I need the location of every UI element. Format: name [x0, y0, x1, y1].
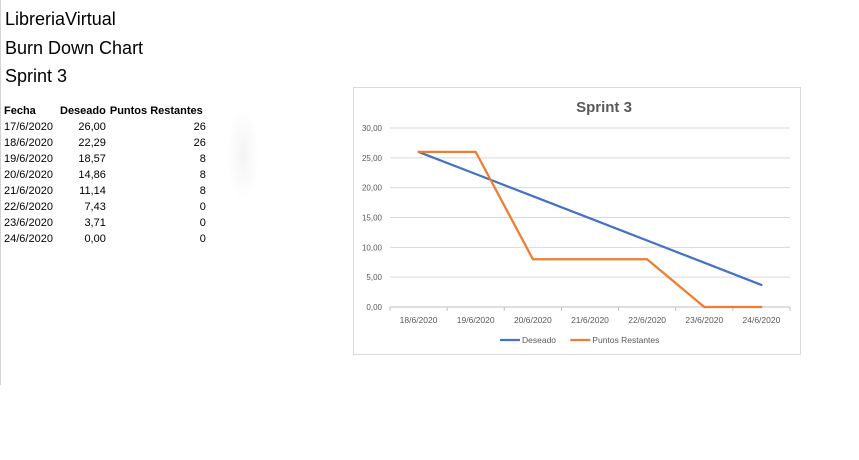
series-1-point	[703, 261, 706, 264]
y-tick-label: 5,00	[366, 273, 382, 282]
series-2-point	[474, 151, 477, 153]
series-2-point	[589, 258, 591, 261]
series-2-point	[417, 151, 420, 153]
cell-restantes[interactable]: 26	[193, 137, 206, 149]
x-tick-label: 24/6/2020	[743, 315, 781, 325]
series-1-point	[646, 239, 648, 242]
series-2-point	[646, 258, 648, 261]
cell-deseado[interactable]: 7,43	[84, 201, 106, 213]
series-2-point	[532, 258, 534, 261]
table-row: 19/6/2020 18,57 8	[2, 151, 208, 167]
y-tick-label: 30,00	[362, 124, 383, 133]
x-tick-label: 22/6/2020	[628, 315, 666, 325]
cell-restantes[interactable]: 8	[199, 185, 206, 197]
cell-fecha[interactable]: 22/6/2020	[4, 201, 53, 213]
y-tick-label: 10,00	[362, 243, 383, 252]
burndown-table: Fecha Deseado Puntos Restantes 17/6/2020…	[2, 103, 208, 247]
cell-restantes[interactable]: 8	[199, 169, 206, 181]
series-1-point	[760, 284, 763, 286]
burndown-chart[interactable]: Sprint 3 0,00 5,00 10,00 15,00 20,00 25,00 30,0…	[353, 87, 801, 355]
sheet-edge-line	[0, 0, 1, 385]
cell-restantes[interactable]: 0	[199, 217, 206, 229]
table-row: 21/6/2020 11,14 8	[2, 183, 208, 199]
y-tick-label: 15,00	[362, 214, 383, 223]
x-tick-label: 23/6/2020	[685, 315, 723, 325]
cell-restantes[interactable]: 8	[199, 153, 206, 165]
cell-deseado[interactable]: 14,86	[78, 169, 106, 181]
table-row: 22/6/2020 7,43 0	[2, 199, 208, 215]
cell-deseado[interactable]: 0,00	[84, 233, 106, 245]
cell-restantes[interactable]: 0	[199, 201, 206, 213]
cell-deseado[interactable]: 26,00	[78, 121, 106, 133]
table-header-row: Fecha Deseado Puntos Restantes	[2, 103, 208, 119]
faint-shadow-artifact	[228, 110, 258, 200]
legend-label-1: Deseado	[522, 335, 556, 345]
legend-label-2: Puntos Restantes	[592, 335, 659, 345]
series-1-point	[474, 173, 477, 175]
series-2-point	[760, 306, 763, 308]
x-tick-label: 18/6/2020	[400, 315, 438, 325]
cell-fecha[interactable]: 19/6/2020	[4, 153, 53, 165]
table-row: 23/6/2020 3,71 0	[2, 215, 208, 231]
cell-fecha[interactable]: 17/6/2020	[4, 121, 53, 133]
x-tick-label: 21/6/2020	[571, 315, 609, 325]
sprint-label: Sprint 3	[5, 66, 68, 86]
table-row: 20/6/2020 14,86 8	[2, 167, 208, 183]
x-tick-label: 20/6/2020	[514, 315, 552, 325]
doc-title: Burn Down Chart	[5, 37, 144, 58]
y-tick-label: 20,00	[362, 184, 383, 193]
y-tick-label: 0,00	[366, 303, 382, 312]
table-row: 24/6/2020 0,00 0	[2, 231, 208, 247]
cell-fecha[interactable]: 24/6/2020	[4, 233, 53, 245]
chart-canvas: Sprint 3 0,00 5,00 10,00 15,00 20,00 25,00 30,0…	[362, 99, 791, 345]
series-line-2	[417, 150, 763, 309]
cell-restantes[interactable]: 0	[199, 233, 206, 245]
cell-fecha[interactable]: 20/6/2020	[4, 169, 53, 181]
series-2-point	[703, 306, 706, 308]
table-row: 18/6/2020 22,29 26	[2, 135, 208, 151]
y-tick-label: 25,00	[362, 154, 383, 163]
cell-fecha[interactable]: 18/6/2020	[4, 137, 53, 149]
x-tick-label: 19/6/2020	[457, 315, 495, 325]
series-1-point	[589, 217, 591, 220]
cell-deseado[interactable]: 11,14	[79, 185, 106, 197]
cell-fecha[interactable]: 21/6/2020	[4, 185, 53, 197]
table-row: 17/6/2020 26,00 26	[2, 119, 208, 135]
column-header-restantes[interactable]: Puntos Restantes	[109, 105, 203, 117]
cell-deseado[interactable]: 18,57	[78, 153, 106, 165]
cell-deseado[interactable]: 3,71	[84, 217, 106, 229]
column-header-deseado[interactable]: Deseado	[60, 105, 106, 117]
app-name: LibreriaVirtual	[5, 9, 116, 29]
series-1-point	[532, 195, 534, 197]
cell-deseado[interactable]: 22,29	[78, 137, 106, 149]
sheet-header: LibreriaVirtual Burn Down Chart Sprint 3	[5, 5, 143, 91]
chart-title: Sprint 3	[576, 99, 632, 116]
cell-restantes[interactable]: 26	[193, 121, 206, 133]
column-header-fecha[interactable]: Fecha	[4, 105, 36, 117]
cell-fecha[interactable]: 23/6/2020	[4, 217, 53, 229]
